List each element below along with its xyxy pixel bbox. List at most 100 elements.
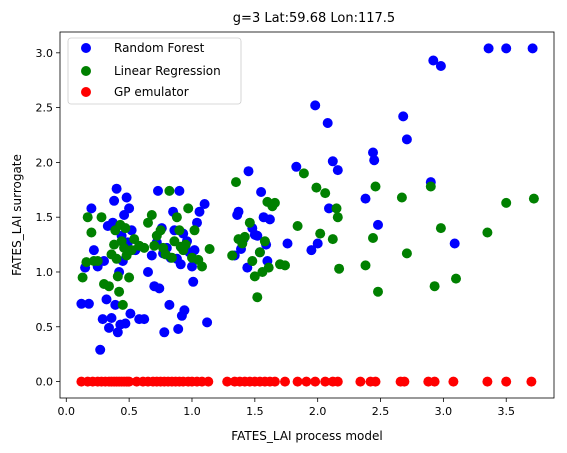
point-linear-regression <box>334 263 345 274</box>
point-linear-regression <box>180 239 191 250</box>
point-linear-regression <box>111 253 122 264</box>
point-gp-emulator <box>280 376 290 387</box>
point-random-forest <box>187 261 197 272</box>
point-gp-emulator <box>222 376 233 387</box>
point-linear-regression <box>126 245 137 256</box>
point-random-forest <box>106 313 117 323</box>
point-linear-regression <box>501 197 512 208</box>
point-gp-emulator <box>482 376 493 387</box>
point-linear-regression <box>109 239 120 250</box>
point-random-forest <box>109 195 120 206</box>
point-gp-emulator <box>301 376 312 387</box>
point-random-forest <box>483 43 494 54</box>
point-linear-regression <box>227 250 238 261</box>
point-gp-emulator <box>501 376 512 387</box>
x-tick-label: 2.5 <box>372 405 390 418</box>
x-tick-label: 1.5 <box>246 405 264 418</box>
point-random-forest <box>324 203 334 214</box>
point-linear-regression <box>143 217 153 228</box>
point-linear-regression <box>114 286 125 297</box>
x-tick-label: 2.0 <box>309 405 327 418</box>
point-random-forest <box>159 327 170 338</box>
point-random-forest <box>449 238 460 249</box>
point-linear-regression <box>482 227 493 238</box>
point-linear-regression <box>396 192 407 203</box>
point-random-forest <box>282 238 293 249</box>
point-linear-regression <box>117 299 128 310</box>
point-linear-regression <box>315 228 326 239</box>
point-random-forest <box>373 219 383 230</box>
legend-marker-random-forest <box>81 43 91 53</box>
legend-label-random-forest: Random Forest <box>114 41 205 55</box>
point-linear-regression <box>164 185 175 196</box>
point-linear-regression <box>331 203 342 214</box>
point-linear-regression <box>77 272 88 283</box>
point-random-forest <box>110 299 121 310</box>
point-linear-regression <box>298 168 309 179</box>
point-gp-emulator <box>124 376 135 387</box>
point-gp-emulator <box>448 376 459 387</box>
legend-marker-linear-regression <box>81 66 91 76</box>
point-random-forest <box>369 155 380 166</box>
point-linear-regression <box>370 181 381 192</box>
point-linear-regression <box>360 260 371 271</box>
point-random-forest <box>124 203 135 214</box>
point-gp-emulator <box>370 376 381 387</box>
y-tick-label: 3.0 <box>36 47 54 60</box>
y-tick-label: 1.0 <box>36 266 54 279</box>
y-axis-label: FATES_LAI surrogate <box>10 154 24 276</box>
point-linear-regression <box>244 217 255 228</box>
point-random-forest <box>189 245 200 256</box>
y-tick-label: 2.5 <box>36 102 54 115</box>
y-tick-label: 0.0 <box>36 376 54 389</box>
point-linear-regression <box>247 256 258 266</box>
point-linear-regression <box>146 210 157 220</box>
point-random-forest <box>233 206 244 217</box>
point-random-forest <box>243 166 254 177</box>
point-random-forest <box>121 192 132 203</box>
point-linear-regression <box>311 182 322 193</box>
point-random-forest <box>322 118 333 128</box>
point-random-forest <box>527 43 538 54</box>
point-random-forest <box>125 308 136 319</box>
point-linear-regression <box>155 225 166 236</box>
point-random-forest <box>101 294 112 305</box>
legend-marker-gp-emulator <box>81 87 91 97</box>
point-linear-regression <box>82 212 93 223</box>
point-linear-regression <box>139 242 150 253</box>
y-tick-label: 2.0 <box>36 156 54 169</box>
plot-area <box>59 31 555 399</box>
point-linear-regression <box>269 197 280 208</box>
point-random-forest <box>175 259 186 270</box>
point-linear-regression <box>86 227 97 238</box>
point-random-forest <box>104 322 114 333</box>
legend-label-linear-regression: Linear Regression <box>114 64 221 78</box>
point-linear-regression <box>183 203 194 214</box>
point-linear-regression <box>327 234 338 245</box>
points-layer <box>76 43 539 387</box>
y-tick-label: 1.5 <box>36 211 54 224</box>
point-linear-regression <box>332 212 343 223</box>
point-linear-regression <box>292 221 303 231</box>
point-linear-regression <box>149 240 160 251</box>
point-random-forest <box>435 61 446 71</box>
point-gp-emulator <box>355 376 366 387</box>
point-linear-regression <box>254 247 265 258</box>
point-random-forest <box>202 317 213 328</box>
y-axis-ticks: 0.0 0.5 1.0 1.5 2.0 2.5 3.0 <box>36 47 60 389</box>
point-linear-regression <box>280 260 290 271</box>
point-random-forest <box>360 193 371 204</box>
point-gp-emulator <box>399 376 410 387</box>
point-random-forest <box>327 156 338 167</box>
point-random-forest <box>428 55 439 66</box>
point-random-forest <box>199 199 210 209</box>
point-gp-emulator <box>310 376 321 387</box>
point-linear-regression <box>204 244 215 254</box>
legend: Random Forest Linear Regression GP emula… <box>67 37 242 105</box>
point-random-forest <box>194 206 205 217</box>
x-tick-label: 0.5 <box>120 405 138 418</box>
point-random-forest <box>76 298 87 309</box>
point-linear-regression <box>401 248 412 259</box>
point-linear-regression <box>112 271 123 282</box>
